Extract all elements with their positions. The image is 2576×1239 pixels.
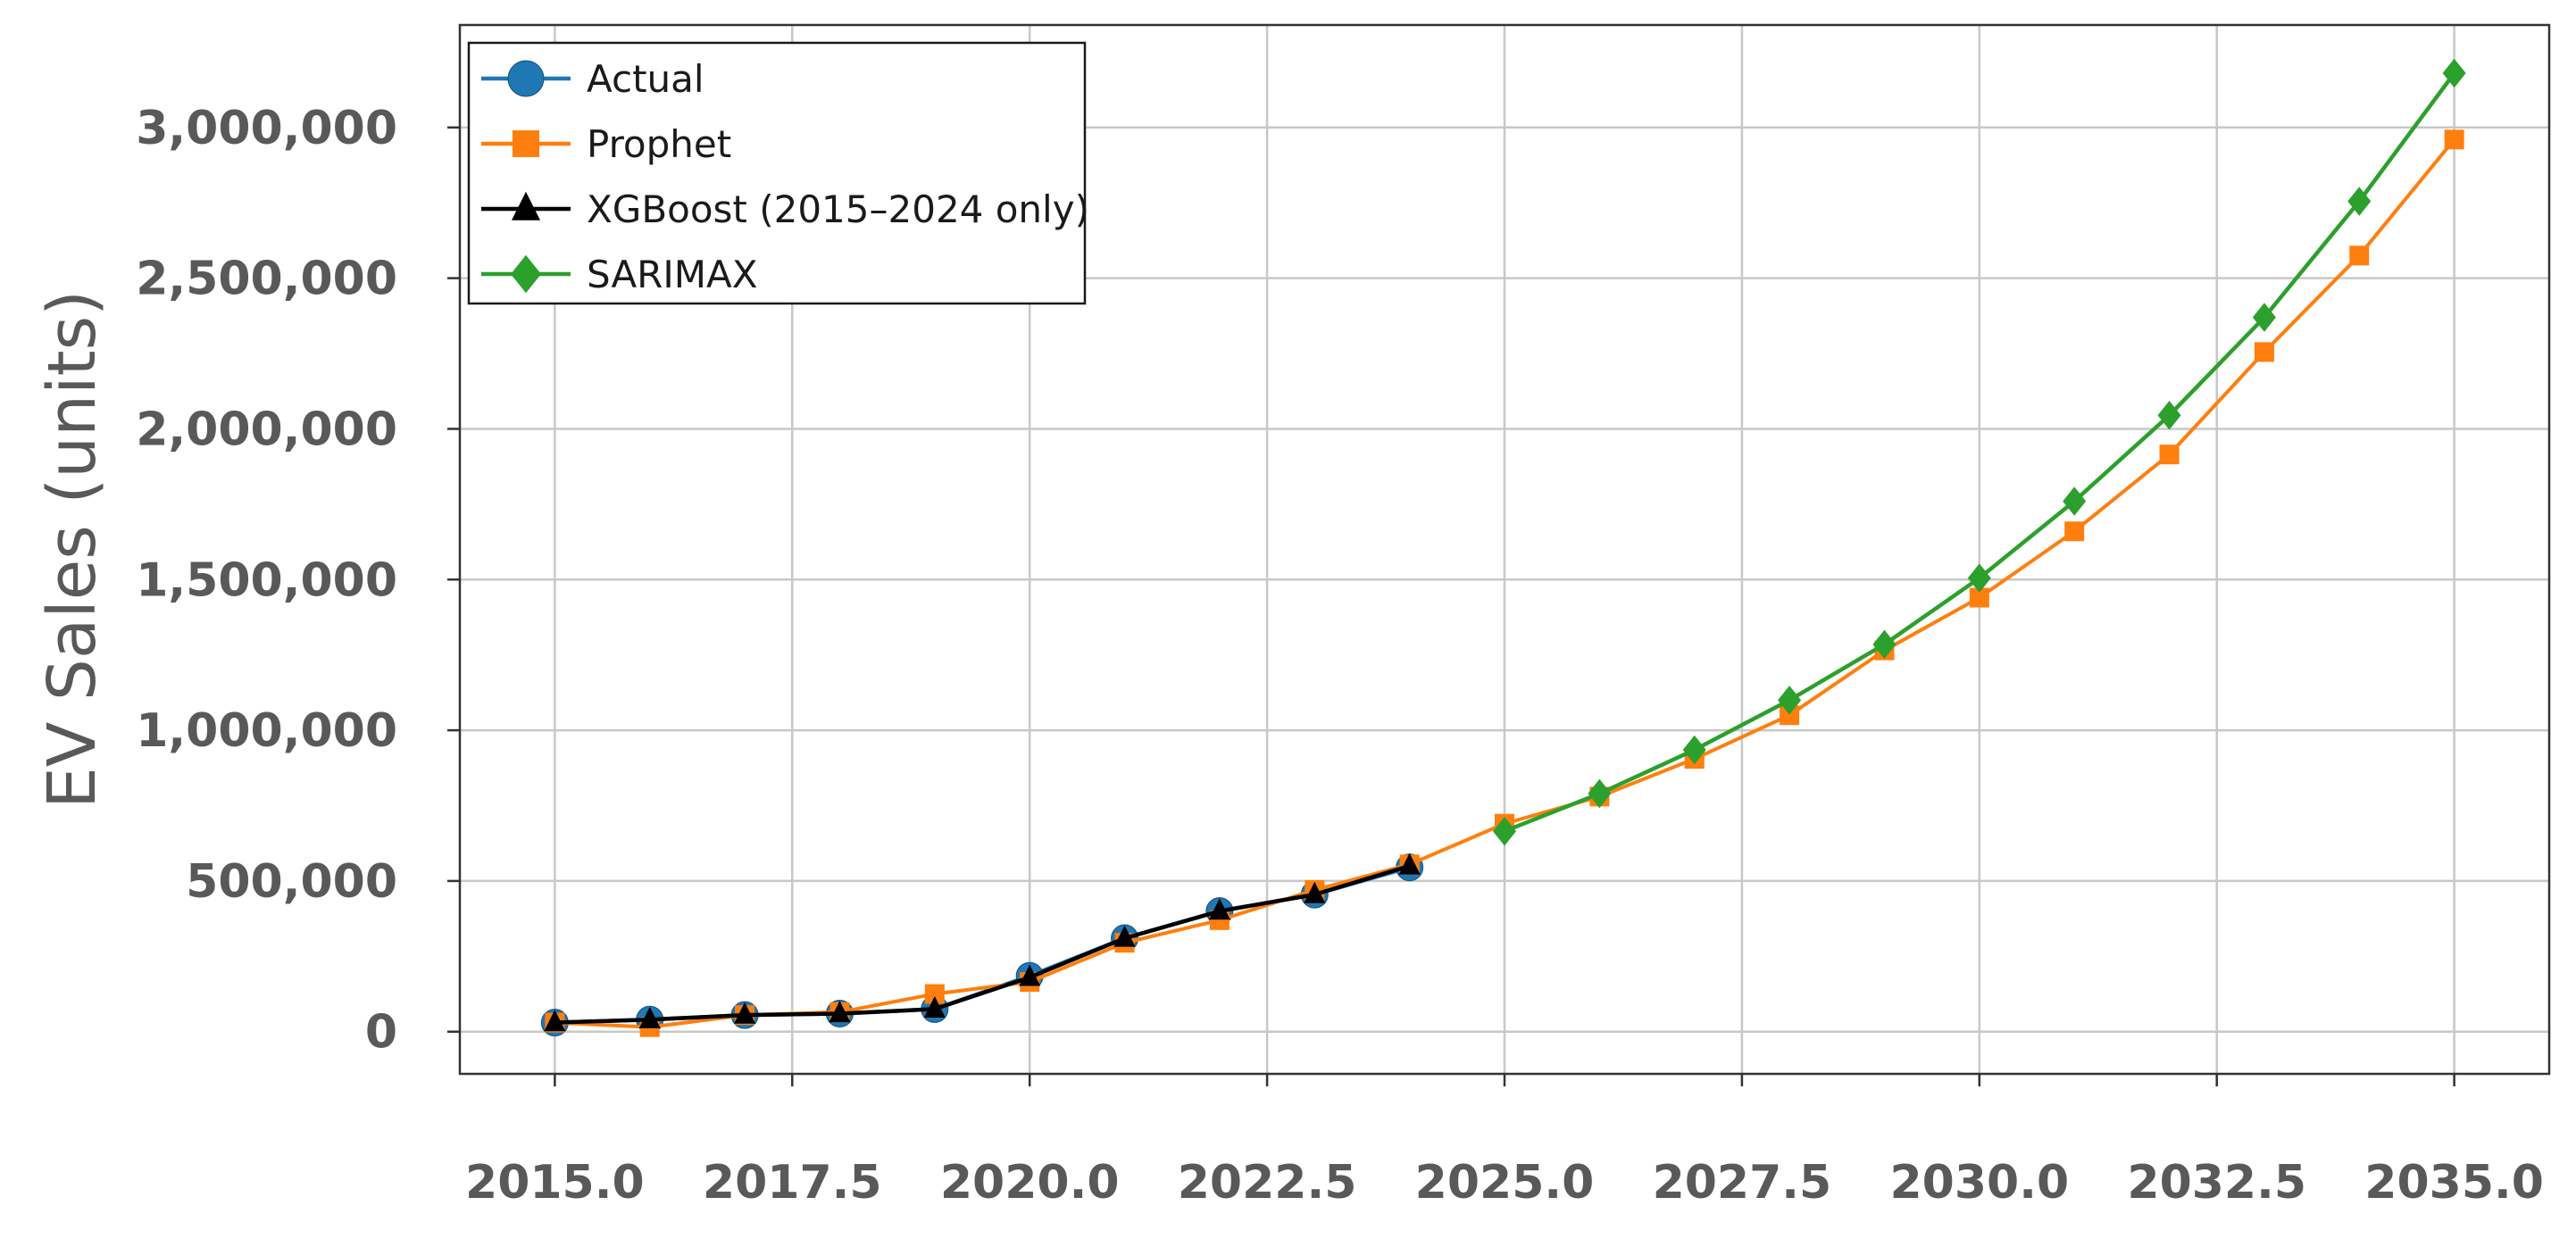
data-point xyxy=(1967,563,1991,593)
series-line xyxy=(554,863,1411,1025)
series-line xyxy=(554,865,1411,1025)
legend-label: SARIMAX xyxy=(587,253,757,296)
data-point xyxy=(1872,629,1897,660)
data-point xyxy=(1780,705,1800,726)
legend-label: Actual xyxy=(587,57,704,101)
data-point xyxy=(2347,187,2372,216)
legend-item: XGBoost (2015–2024 only) xyxy=(481,187,1089,231)
legend-marker xyxy=(512,191,540,220)
data-point xyxy=(1778,686,1802,715)
data-point xyxy=(638,1006,661,1028)
y-tick-label: 1,000,000 xyxy=(136,704,397,758)
series-2 xyxy=(544,852,1421,1032)
data-point xyxy=(1398,852,1421,875)
data-point xyxy=(2254,342,2274,362)
data-point xyxy=(1682,735,1706,765)
legend-marker xyxy=(511,254,541,294)
data-point xyxy=(2064,521,2085,542)
legend-label: Prophet xyxy=(587,122,731,166)
data-point xyxy=(2252,303,2276,332)
x-tick-label: 2020.0 xyxy=(940,1156,1120,1210)
x-axis: 2015.0 2017.5 2020.0 2022.5 2025.0 2027.5 2030… xyxy=(465,1074,2544,1210)
x-tick-label: 2032.5 xyxy=(2127,1156,2306,1210)
x-tick-label: 2030.0 xyxy=(1889,1156,2069,1210)
legend-item: Actual xyxy=(481,57,704,101)
y-axis: 0 500,000 1,000,000 1,500,000 2,000,000 2,500… xyxy=(136,102,460,1060)
y-tick-label: 2,500,000 xyxy=(136,253,397,306)
data-point xyxy=(1113,925,1136,947)
data-point xyxy=(2444,129,2464,150)
data-point xyxy=(1208,898,1230,920)
data-point xyxy=(1493,816,1516,846)
y-axis-label: EV Sales (units) xyxy=(34,290,111,809)
legend-marker xyxy=(513,130,539,157)
legend-box xyxy=(467,41,1087,305)
data-point xyxy=(1019,964,1041,986)
x-tick-label: 2022.5 xyxy=(1178,1156,1357,1210)
data-point xyxy=(544,1010,566,1032)
data-point xyxy=(1588,778,1612,809)
y-tick-label: 2,000,000 xyxy=(136,403,397,456)
legend-item: Prophet xyxy=(481,122,731,166)
data-point xyxy=(924,984,945,1004)
y-tick-label: 1,500,000 xyxy=(136,553,397,607)
grid-layer xyxy=(460,25,2549,1074)
data-point xyxy=(923,996,946,1019)
x-tick-label: 2027.5 xyxy=(1653,1156,1832,1210)
data-point xyxy=(1304,881,1326,903)
data-point xyxy=(2063,486,2087,516)
series-3 xyxy=(1493,58,2466,846)
x-tick-label: 2015.0 xyxy=(465,1156,645,1210)
data-point xyxy=(2157,400,2181,430)
y-tick-label: 3,000,000 xyxy=(136,102,397,155)
x-tick-label: 2025.0 xyxy=(1415,1156,1595,1210)
legend-label: XGBoost (2015–2024 only) xyxy=(587,187,1089,231)
legend: Actual Prophet XGBoost (2015–2024 only) SAR… xyxy=(467,41,1089,305)
legend-marker xyxy=(507,60,545,97)
y-tick-label: 0 xyxy=(365,1006,397,1060)
y-tick-label: 500,000 xyxy=(186,855,397,909)
x-tick-label: 2017.5 xyxy=(703,1156,882,1210)
data-point xyxy=(2349,245,2370,266)
data-point xyxy=(829,1001,851,1023)
data-point xyxy=(734,1002,756,1024)
x-tick-label: 2035.0 xyxy=(2364,1156,2544,1210)
data-point xyxy=(1969,587,1989,608)
data-point xyxy=(2159,445,2180,465)
legend-item: SARIMAX xyxy=(481,253,757,296)
series-layer xyxy=(540,58,2466,1037)
data-point xyxy=(2442,58,2466,88)
